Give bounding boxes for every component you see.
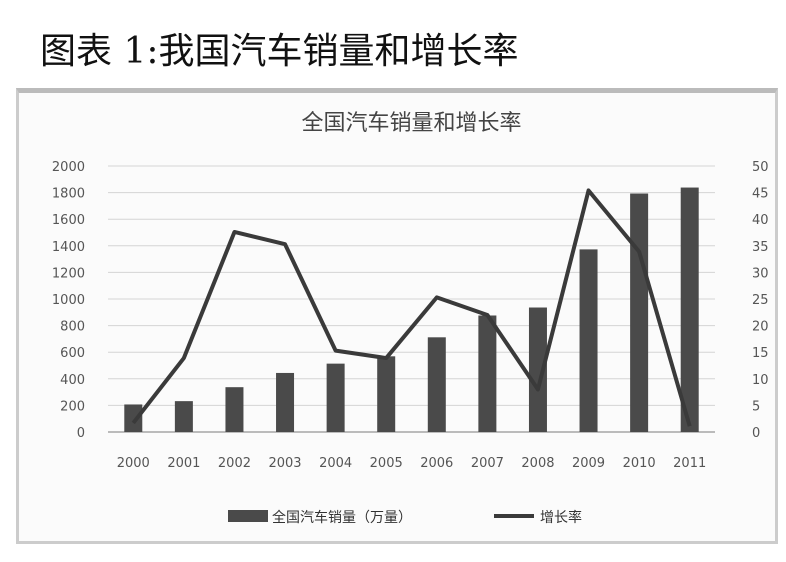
x-tick-label: 2009 [572,456,605,471]
x-tick-label: 2006 [420,456,453,471]
y-left-tick-label: 1400 [52,240,85,255]
growth-rate-line [131,188,692,427]
x-tick-label: 2007 [471,456,504,471]
y-right-tick-label: 25 [752,293,769,308]
y-left-tick-label: 200 [60,399,85,414]
x-tick-label: 2000 [117,456,150,471]
x-tick-label: 2005 [370,456,403,471]
x-tick-label: 2003 [268,456,301,471]
figure-title: 图表 1:我国汽车销量和增长率 [40,31,519,72]
bar-2002 [225,387,244,432]
x-tick-label: 2010 [623,456,656,471]
y-left-tick-label: 600 [60,346,85,361]
legend-bar-swatch [228,510,268,522]
bar-2006 [427,337,446,432]
y-right-tick-label: 0 [752,426,760,441]
x-tick-label: 2004 [319,456,352,471]
y-right-tick-label: 35 [752,240,769,255]
y-right-tick-label: 10 [752,373,769,388]
x-tick-label: 2008 [521,456,554,471]
x-tick-label: 2002 [218,456,251,471]
y-left-tick-label: 0 [77,426,85,441]
y-right-tick-label: 40 [752,213,769,228]
bar-2000 [124,404,143,432]
chart-frame [16,88,778,544]
y-right-tick-label: 15 [752,346,769,361]
y-left-tick-label: 1600 [52,213,85,228]
y-right-tick-label: 30 [752,266,769,281]
bar-2003 [276,372,295,432]
bar-2008 [528,307,547,432]
y-left-tick-label: 800 [60,320,85,335]
y-right-tick-label: 50 [752,160,769,175]
y-left-tick-label: 400 [60,373,85,388]
bar-2005 [377,356,396,432]
bar-2001 [174,401,193,432]
y-left-tick-label: 2000 [52,160,85,175]
chart-title: 全国汽车销量和增长率 [301,111,521,136]
legend-line-label: 增长率 [540,509,582,526]
y-left-tick-label: 1200 [52,266,85,281]
bar-2009 [579,249,598,432]
bar-2004 [326,363,345,432]
y-right-tick-label: 5 [752,399,760,414]
x-tick-label: 2011 [673,456,706,471]
bar-2011 [680,187,699,432]
x-tick-label: 2001 [167,456,200,471]
legend-bar-label: 全国汽车销量（万量） [272,509,412,526]
y-right-tick-label: 45 [752,187,769,202]
bar-2007 [478,315,497,432]
y-right-tick-label: 20 [752,320,769,335]
y-left-tick-label: 1800 [52,187,85,202]
bar-2010 [630,193,649,432]
y-left-tick-label: 1000 [52,293,85,308]
